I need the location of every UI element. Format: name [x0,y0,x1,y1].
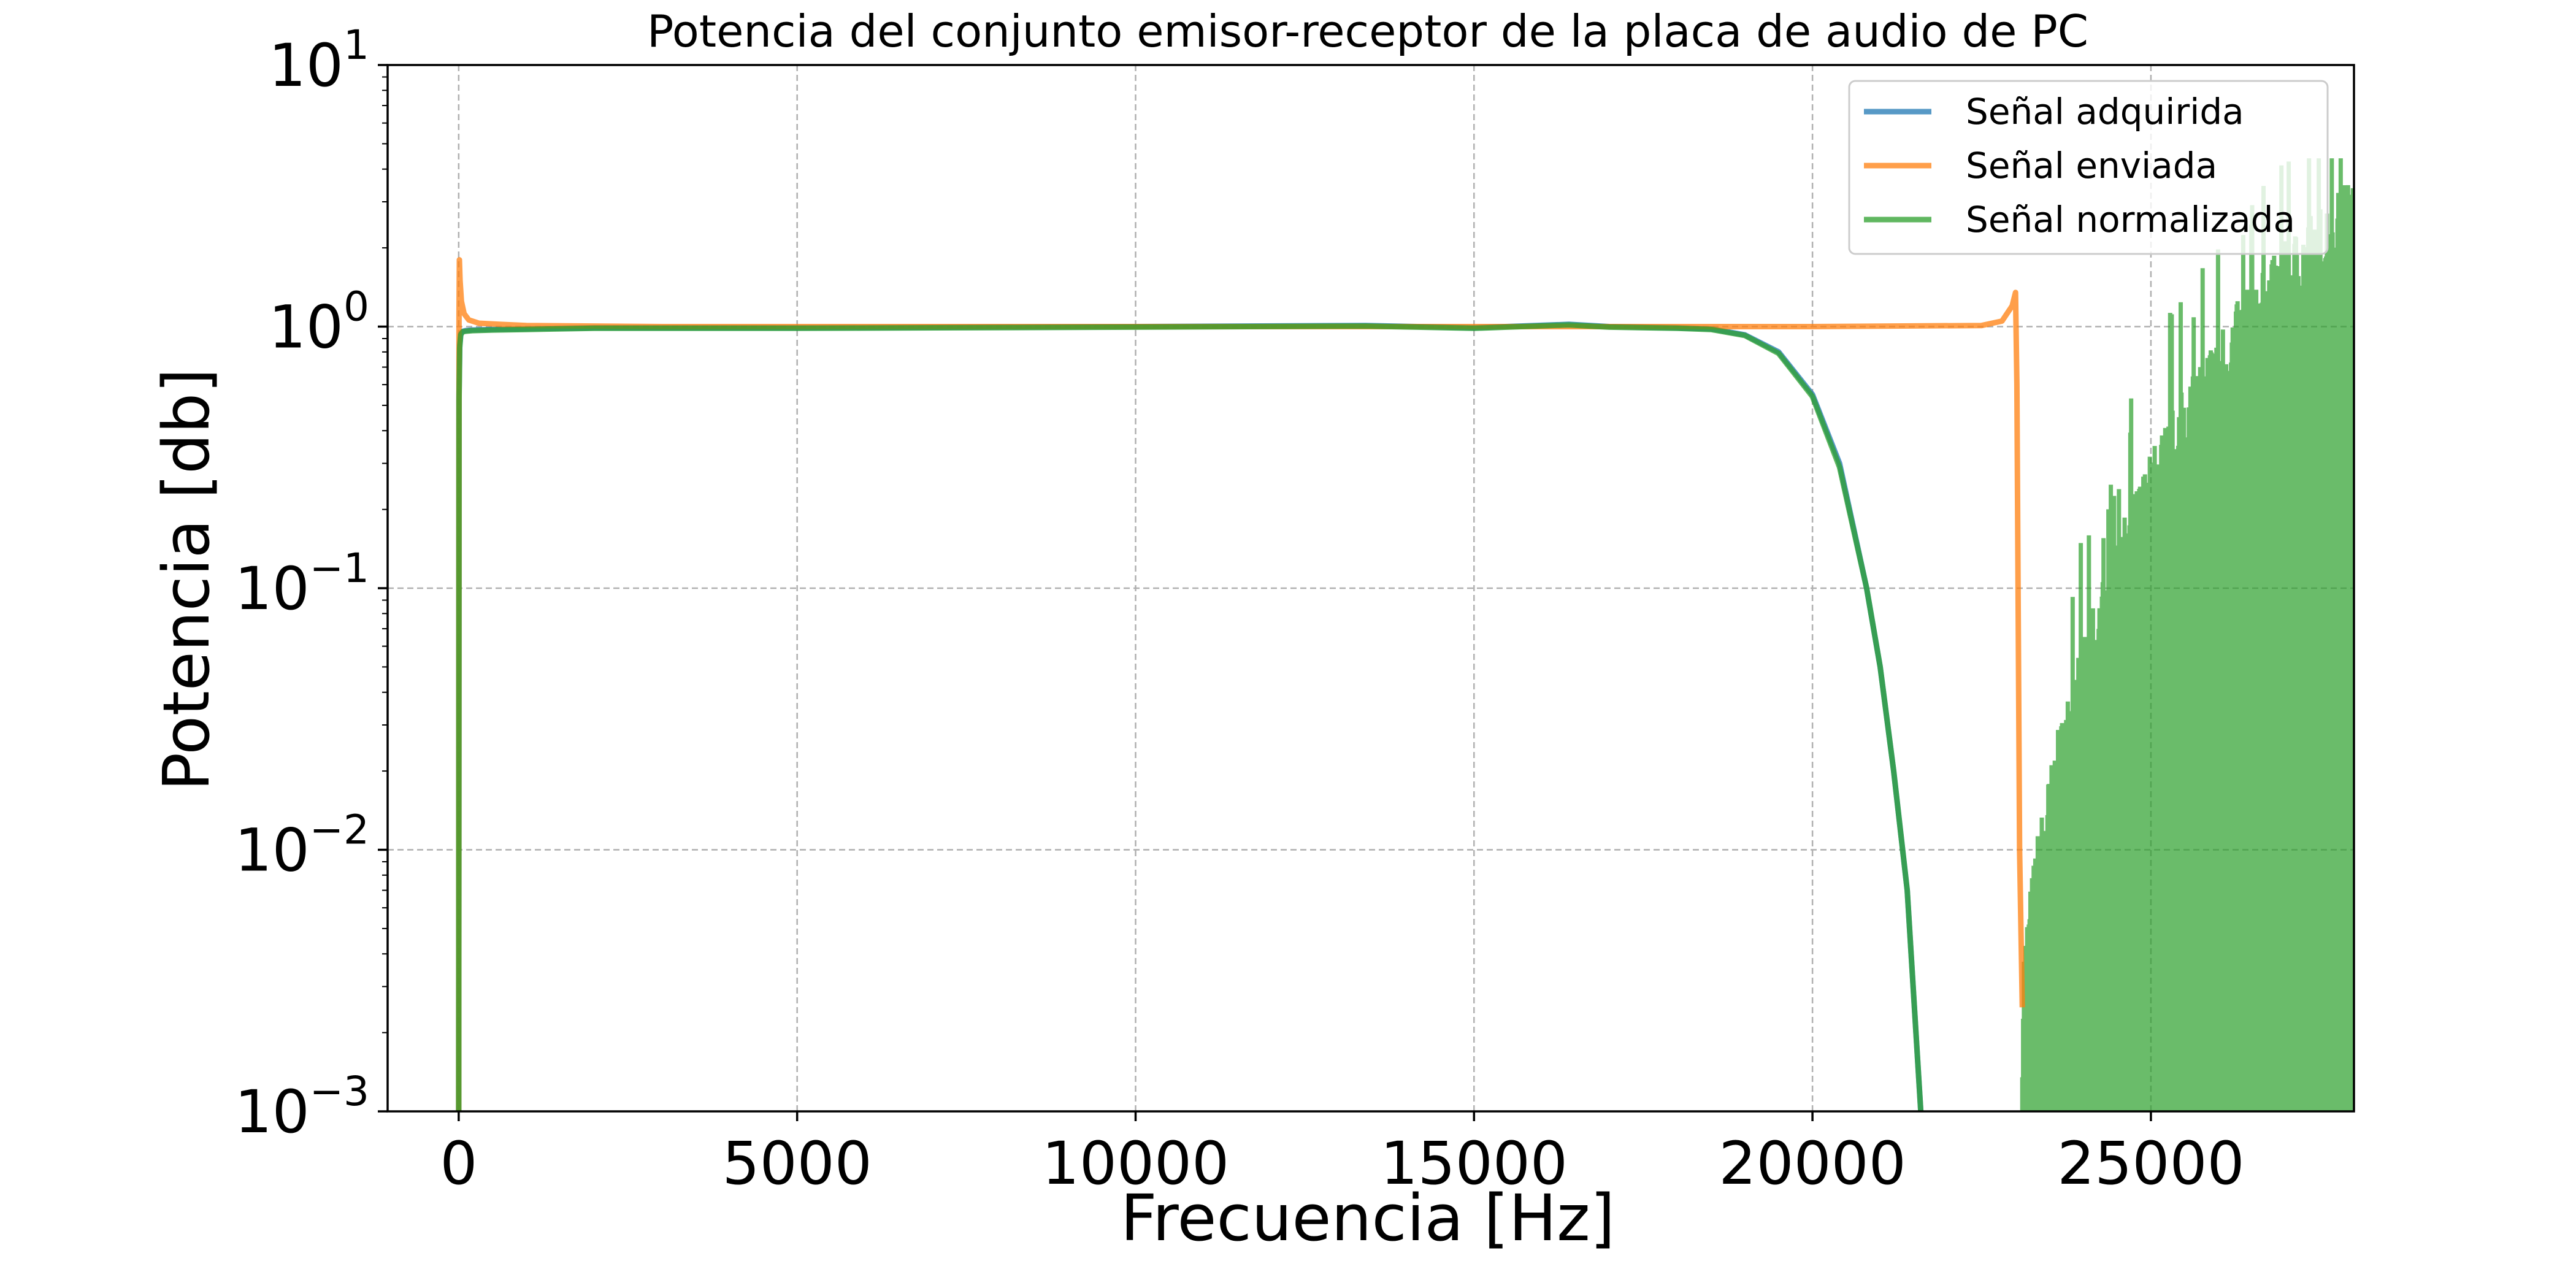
x-tick-label: 15000 [1381,1129,1568,1198]
noise-region [2020,158,2354,1111]
y-tick-label: 10−1 [235,545,369,623]
y-tick-label: 100 [269,283,369,362]
y-tick-label: 10−2 [235,807,369,885]
x-tick-labels: 0 5000 10000 15000 20000 25000 [440,1129,2244,1198]
x-tick-label: 10000 [1042,1129,1229,1198]
legend-label: Señal normalizada [1966,199,2295,240]
axis-ticks [378,64,2152,1121]
plot-area [456,158,2354,1111]
x-tick-label: 20000 [1719,1129,1906,1198]
legend: Señal adquirida Señal enviada Señal normal… [1848,80,2329,255]
y-tick-label: 10−3 [235,1068,369,1146]
y-tick-label: 101 [269,21,369,100]
legend-label: Señal enviada [1966,145,2217,186]
x-axis-label: Frecuencia [Hz] [1121,1181,1616,1255]
x-tick-label: 5000 [723,1129,872,1198]
legend-box [1848,80,2329,255]
chart-title: Potencia del conjunto emisor-receptor de… [647,6,2088,57]
x-tick-label: 25000 [2057,1129,2244,1198]
y-axis-label: Potencia [db] [149,368,224,791]
series-line-0 [456,321,1924,1111]
y-tick-labels: 10−3 10−2 10−1 100 101 [235,21,369,1146]
series-line-2 [456,322,1924,1111]
legend-label: Señal adquirida [1966,91,2244,132]
series-line-1 [456,257,2025,1111]
x-tick-label: 0 [440,1129,477,1198]
